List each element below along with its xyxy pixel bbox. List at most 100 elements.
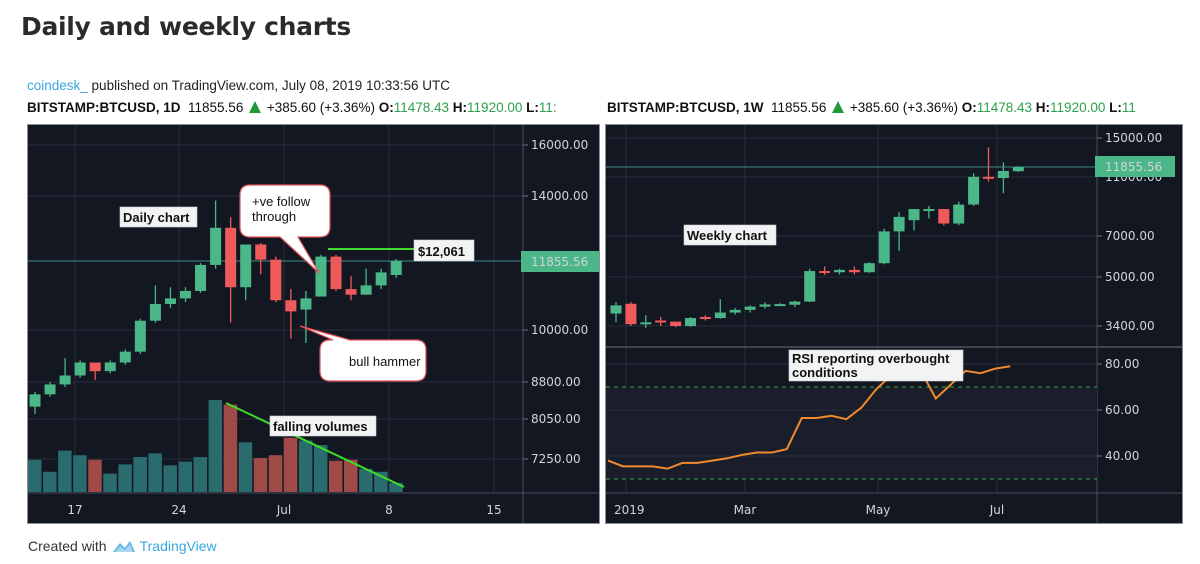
candle-body xyxy=(59,375,71,385)
time-axis-label: May xyxy=(866,503,891,517)
weekly-open: 11478.43 xyxy=(976,100,1033,115)
daily-last: 11855.56 xyxy=(188,100,244,115)
callout-text: +ve follow xyxy=(252,194,311,209)
price-axis-label: 10000.00 xyxy=(531,323,588,337)
volume-bar xyxy=(298,440,313,492)
publish-text: published on TradingView.com, July 08, 2… xyxy=(87,78,451,93)
callout-bubble xyxy=(239,184,331,274)
volume-bar xyxy=(193,457,208,492)
up-triangle-icon xyxy=(832,101,845,113)
price-axis-label: 15000.00 xyxy=(1105,131,1162,145)
publisher-link[interactable]: coindesk_ xyxy=(27,78,88,93)
candle-body xyxy=(670,321,682,326)
rsi-axis-label: 40.00 xyxy=(1105,449,1139,463)
price-axis-label: 5000.00 xyxy=(1105,270,1155,284)
weekly-chart-label-bg xyxy=(683,224,777,246)
price-axis-label: 14000.00 xyxy=(531,189,588,203)
candle-body xyxy=(255,244,267,260)
volume-bar xyxy=(28,459,42,492)
volume-bar xyxy=(389,482,403,492)
volume-bar xyxy=(118,464,132,492)
candle-body xyxy=(968,176,980,205)
price-label-12061: $12,061 xyxy=(418,244,465,259)
last-price-tag xyxy=(1095,156,1175,177)
weekly-chart-panel[interactable]: Weekly chart RSI reporting overbought cond… xyxy=(605,124,1183,524)
daily-chart-label-bg xyxy=(119,206,198,228)
falling-volumes-label: falling volumes xyxy=(273,419,368,434)
candle-body xyxy=(360,285,372,295)
daily-open: 11478.43 xyxy=(393,100,450,115)
volume-bar xyxy=(88,459,102,492)
candle-body xyxy=(270,259,282,301)
bull-hammer-callout: bull hammer xyxy=(299,325,427,382)
rsi-band-fill xyxy=(606,387,1097,479)
page-title: Daily and weekly charts xyxy=(21,12,351,41)
rsi-line xyxy=(607,365,1011,470)
callout-text: bull hammer xyxy=(349,354,421,369)
candle-body xyxy=(997,170,1009,179)
candle-body xyxy=(285,300,297,312)
candle-body xyxy=(983,176,994,179)
candle-body xyxy=(195,264,207,291)
candle-body xyxy=(240,244,252,288)
candle-body xyxy=(1012,167,1024,172)
candle-body xyxy=(804,271,816,302)
volume-bar xyxy=(253,457,268,492)
volume-trendline xyxy=(225,402,405,488)
candle-body xyxy=(655,320,667,323)
volume-bar xyxy=(283,437,298,492)
daily-symbol: BITSTAMP:BTCUSD, 1D xyxy=(27,100,181,115)
candle-body xyxy=(685,318,696,326)
volume-bar xyxy=(238,442,253,492)
candle-body xyxy=(104,362,116,372)
rsi-axis-label: 80.00 xyxy=(1105,357,1139,371)
volume-bar xyxy=(73,455,87,492)
candle-body xyxy=(863,263,875,273)
candle-body xyxy=(119,351,131,363)
time-axis-label: 17 xyxy=(67,503,82,517)
candle-body xyxy=(300,298,312,310)
weekly-last: 11855.56 xyxy=(771,100,827,115)
created-with-text: Created with xyxy=(28,538,107,554)
falling-volumes-label-bg xyxy=(269,415,377,437)
weekly-change: +385.60 (+3.36%) xyxy=(849,100,958,115)
high-label: H: xyxy=(452,100,468,115)
weekly-low: 11 xyxy=(1121,100,1136,115)
up-triangle-icon xyxy=(249,101,262,113)
time-axis-label: 24 xyxy=(171,503,186,517)
candle-body xyxy=(74,362,86,376)
volume-bar xyxy=(163,465,177,492)
candle-body xyxy=(164,298,176,304)
volume-bar xyxy=(208,400,223,492)
candle-body xyxy=(225,227,237,288)
candle-body xyxy=(44,384,56,395)
rsi-axis-label: 60.00 xyxy=(1105,403,1139,417)
footer-attribution: Created with TradingView xyxy=(28,538,217,554)
candle-body xyxy=(878,231,890,264)
candle-body xyxy=(774,304,786,307)
candle-body xyxy=(315,256,327,297)
weekly-symbol: BITSTAMP:BTCUSD, 1W xyxy=(607,100,764,115)
candle-body xyxy=(938,209,950,224)
daily-chart-panel[interactable]: Daily chart +ve follow through bull hammer $… xyxy=(27,124,600,524)
price-axis-label: 8800.00 xyxy=(531,375,581,389)
price-axis-label: 7250.00 xyxy=(531,452,581,466)
rsi-overbought-label: RSI reporting overbought xyxy=(792,351,950,366)
weekly-ohlc-header: BITSTAMP:BTCUSD, 1W 11855.56 +385.60 (+3… xyxy=(607,100,1200,115)
weekly-chart-canvas[interactable]: Weekly chart RSI reporting overboughtcond… xyxy=(606,125,1183,524)
candle-body xyxy=(744,306,756,310)
tradingview-link[interactable]: TradingView xyxy=(111,538,217,554)
candle-body xyxy=(625,303,637,325)
callout-text: through xyxy=(252,209,296,224)
daily-chart-label: Daily chart xyxy=(123,210,190,225)
candle-body xyxy=(699,316,711,319)
candle-body xyxy=(29,394,41,407)
candle-body xyxy=(134,320,146,352)
candle-body xyxy=(789,301,801,305)
volume-bar xyxy=(268,455,283,492)
candle-body xyxy=(640,322,652,325)
time-axis-label: 2019 xyxy=(614,503,645,517)
time-axis-label: 8 xyxy=(385,503,393,517)
